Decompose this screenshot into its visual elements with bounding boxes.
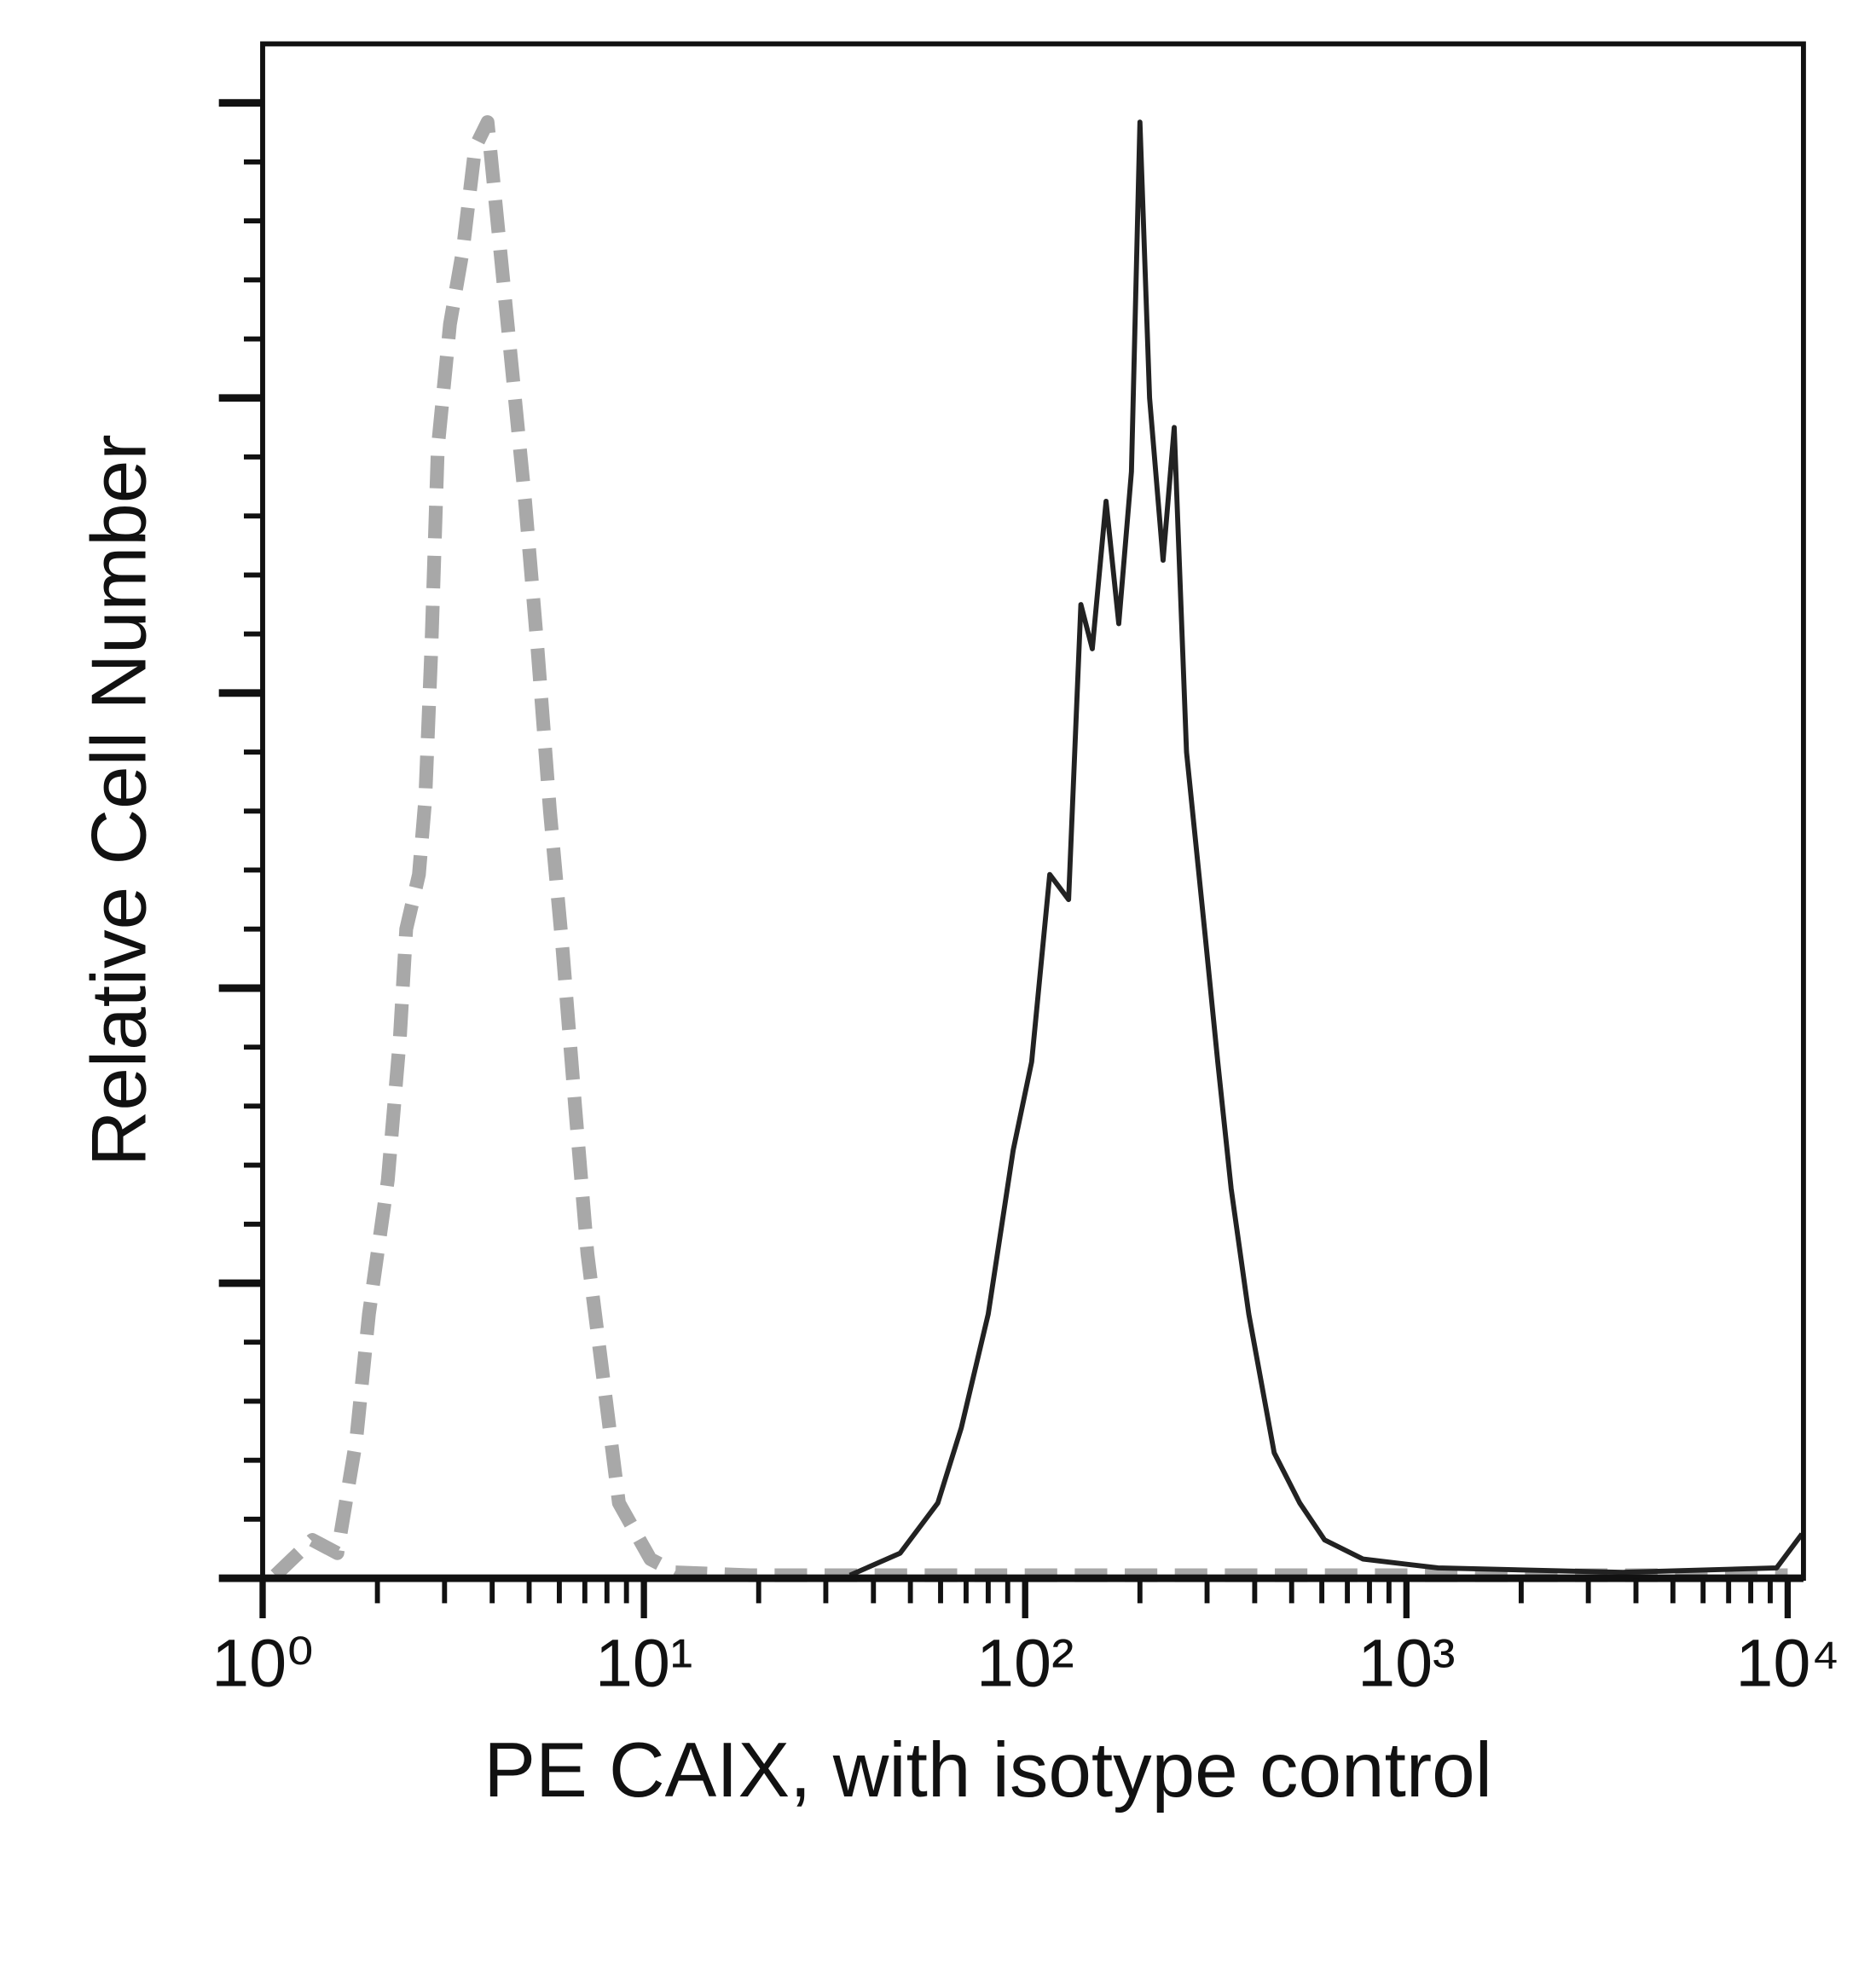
- histogram-line: [848, 119, 1804, 1578]
- x-tick-label: 10³: [1358, 1625, 1455, 1701]
- histogram-line: [270, 115, 1788, 1582]
- x-tick-label: 10¹: [595, 1625, 692, 1701]
- y-axis-label: Relative Cell Number: [77, 434, 163, 1166]
- x-axis-label: PE CAIX, with isotype control: [483, 1727, 1491, 1813]
- x-tick-label: 10⁴: [1735, 1625, 1839, 1701]
- plot-frame: [260, 41, 1806, 1581]
- x-tick-label: 10²: [976, 1625, 1074, 1701]
- x-tick-label: 10⁰: [211, 1625, 314, 1701]
